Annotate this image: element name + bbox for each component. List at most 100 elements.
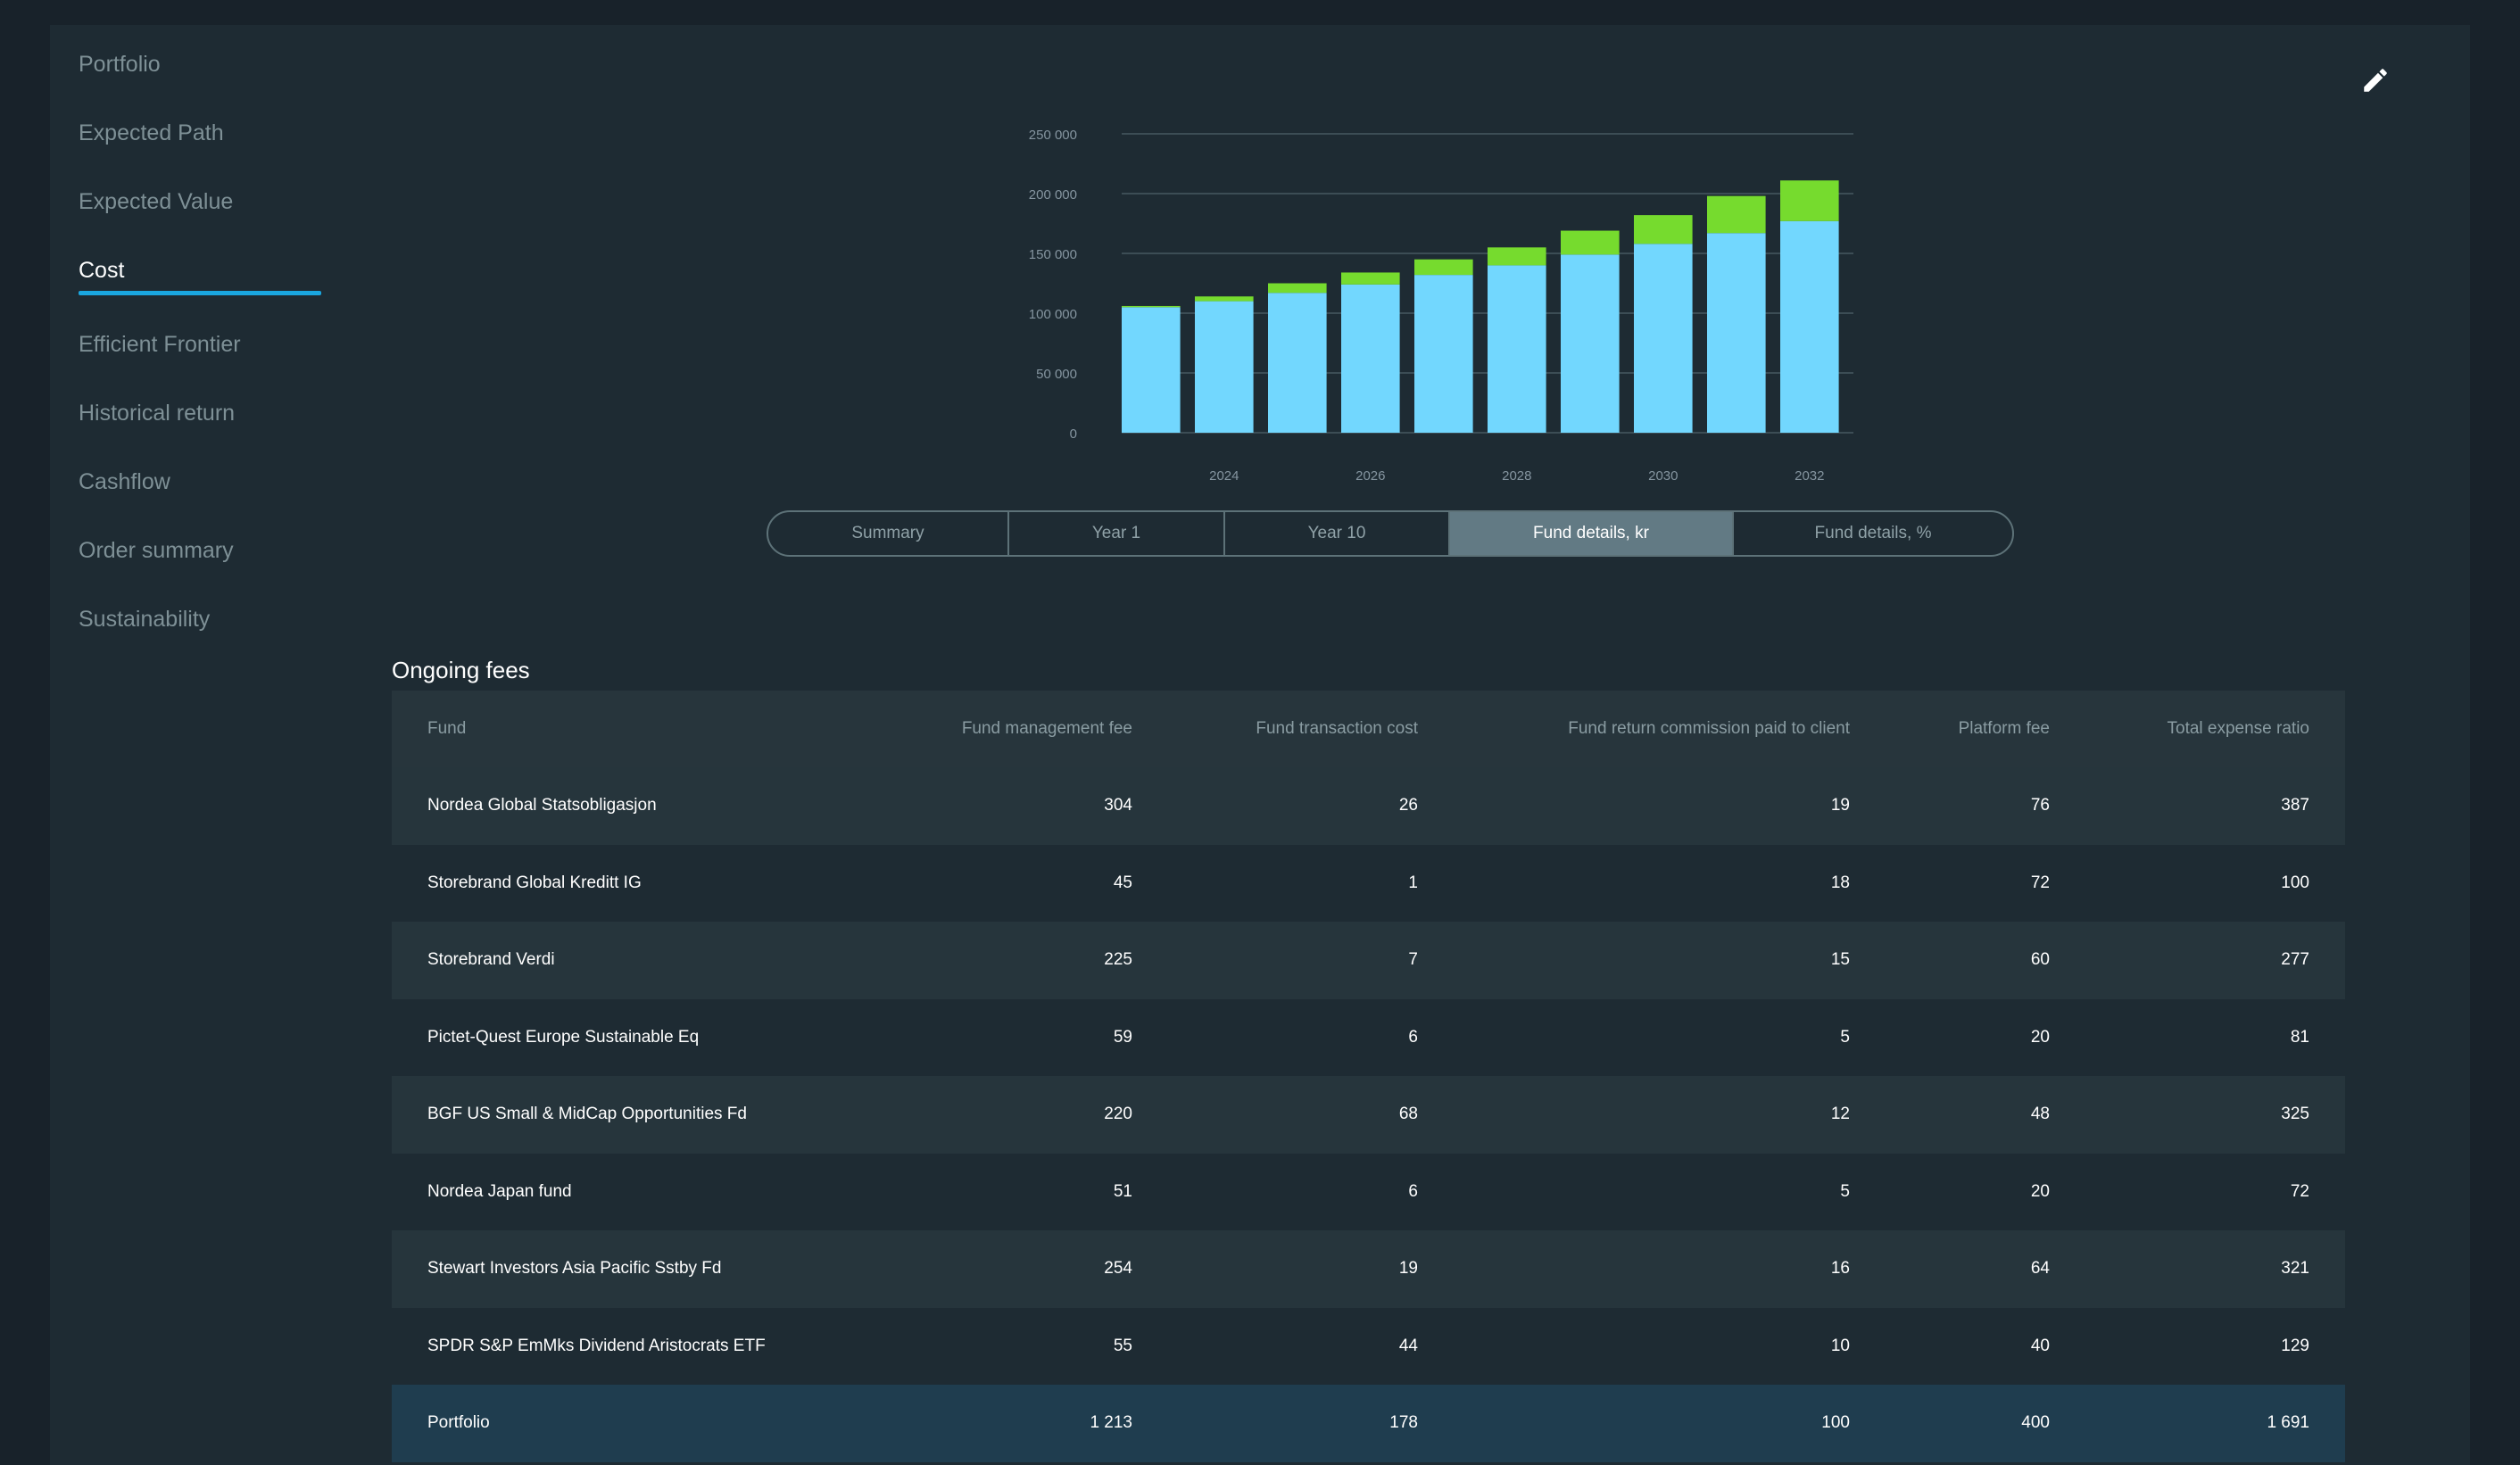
tab-year-10[interactable]: Year 10 [1225,512,1450,555]
fee-value-cell: 304 [891,767,1168,845]
bar-2023-series-0 [1122,307,1181,433]
bar-2031-series-1 [1707,195,1766,234]
sidebar-item-expected-path[interactable]: Expected Path [79,120,224,145]
sidebar-item-efficient-frontier[interactable]: Efficient Frontier [79,332,241,357]
column-header: Fund [392,691,891,767]
bar-2030-series-0 [1634,244,1693,433]
cost-chart: 0 50 000 100 000 150 000 200 000 250 000 2024 2… [942,96,1906,507]
table-row: Storebrand Verdi 225 7 15 60 277 [392,922,2345,999]
fund-name-cell: Stewart Investors Asia Pacific Sstby Fd [392,1230,891,1308]
fee-value-cell: 72 [2085,1153,2345,1230]
table-header-row: Fund Fund management fee Fund transactio… [392,691,2345,767]
bar-2028-series-1 [1488,247,1546,266]
fee-value-cell: 400 [1886,1385,2085,1462]
x-tick-label: 2032 [1795,468,1824,484]
bar-2026-series-0 [1341,284,1400,433]
y-tick-label: 0 [1070,426,1077,442]
fund-name-cell: BGF US Small & MidCap Opportunities Fd [392,1076,891,1154]
y-tick-label: 150 000 [1029,247,1077,262]
fee-value-cell: 178 [1168,1385,1454,1462]
fee-value-cell: 20 [1886,998,2085,1076]
x-tick-label: 2030 [1648,468,1678,484]
table-row: BGF US Small & MidCap Opportunities Fd 22… [392,1076,2345,1154]
fee-value-cell: 5 [1454,1153,1886,1230]
fee-value-cell: 1 [1168,844,1454,922]
fee-value-cell: 7 [1168,922,1454,999]
fund-name-cell: Nordea Japan fund [392,1153,891,1230]
sidebar-item-order-summary[interactable]: Order summary [79,538,234,563]
column-header: Total expense ratio [2085,691,2345,767]
bar-2026-series-1 [1341,272,1400,285]
fee-value-cell: 10 [1454,1307,1886,1385]
sidebar-item-sustainability[interactable]: Sustainability [79,607,211,632]
fees-table: Fund Fund management fee Fund transactio… [392,691,2345,1462]
fee-value-cell: 15 [1454,922,1886,999]
column-header: Fund return commission paid to client [1454,691,1886,767]
bar-2029-series-0 [1561,254,1620,433]
fee-value-cell: 59 [891,998,1168,1076]
fee-value-cell: 12 [1454,1076,1886,1154]
x-tick-label: 2028 [1502,468,1531,484]
fee-value-cell: 277 [2085,922,2345,999]
bar-2029-series-1 [1561,230,1620,255]
y-tick-label: 250 000 [1029,128,1077,143]
fee-value-cell: 18 [1454,844,1886,922]
bar-2031-series-0 [1707,233,1766,433]
sidebar-item-cost[interactable]: Cost [79,258,125,283]
bar-2030-series-1 [1634,215,1693,244]
fee-value-cell: 387 [2085,767,2345,845]
x-tick-label: 2026 [1355,468,1385,484]
fee-value-cell: 254 [891,1230,1168,1308]
tab-summary[interactable]: Summary [768,512,1009,555]
tab-year-1[interactable]: Year 1 [1009,512,1225,555]
fee-value-cell: 6 [1168,1153,1454,1230]
table-row: Pictet-Quest Europe Sustainable Eq 59 6 5 20… [392,998,2345,1076]
sidebar-item-cashflow[interactable]: Cashflow [79,469,170,494]
fund-name-cell: SPDR S&P EmMks Dividend Aristocrats ETF [392,1307,891,1385]
table-row: Nordea Japan fund 51 6 5 20 72 [392,1153,2345,1230]
fee-value-cell: 44 [1168,1307,1454,1385]
bar-2024-series-0 [1195,301,1254,433]
y-tick-label: 200 000 [1029,187,1077,203]
fee-value-cell: 72 [1886,844,2085,922]
fee-value-cell: 325 [2085,1076,2345,1154]
fee-value-cell: 68 [1168,1076,1454,1154]
bar-2032-series-1 [1780,180,1839,221]
fee-value-cell: 40 [1886,1307,2085,1385]
bar-2024-series-1 [1195,296,1254,302]
bar-2032-series-0 [1780,220,1839,433]
view-tabs: Summary Year 1 Year 10 Fund details, kr … [767,510,2014,557]
tab-fund-details-kr[interactable]: Fund details, kr [1450,512,1734,555]
main-panel: Portfolio Expected Path Expected Value C… [50,25,2470,1465]
column-header: Fund management fee [891,691,1168,767]
fee-value-cell: 1 213 [891,1385,1168,1462]
sidebar-item-historical-return[interactable]: Historical return [79,401,236,426]
fee-value-cell: 64 [1886,1230,2085,1308]
fee-value-cell: 81 [2085,998,2345,1076]
fund-name-cell: Storebrand Global Kreditt IG [392,844,891,922]
fee-value-cell: 129 [2085,1307,2345,1385]
bar-2028-series-0 [1488,265,1546,433]
fee-value-cell: 16 [1454,1230,1886,1308]
fee-value-cell: 5 [1454,998,1886,1076]
sidebar-item-expected-value[interactable]: Expected Value [79,189,234,214]
fee-value-cell: 45 [891,844,1168,922]
fee-value-cell: 60 [1886,922,2085,999]
fee-value-cell: 225 [891,922,1168,999]
y-tick-label: 50 000 [1036,367,1077,382]
table-row: Nordea Global Statsobligasjon 304 26 19 76 38… [392,767,2345,845]
fee-value-cell: 100 [1454,1385,1886,1462]
section-title: Ongoing fees [392,657,530,683]
sidebar: Portfolio Expected Path Expected Value C… [50,25,389,1465]
tab-fund-details-percent[interactable]: Fund details, % [1814,524,1932,542]
fee-value-cell: 76 [1886,767,2085,845]
sidebar-item-portfolio[interactable]: Portfolio [79,52,161,77]
edit-button[interactable] [2350,55,2400,105]
fee-value-cell: 51 [891,1153,1168,1230]
fee-value-cell: 48 [1886,1076,2085,1154]
x-tick-label: 2024 [1209,468,1239,484]
table-total-row: Portfolio 1 213 178 100 400 1 691 [392,1385,2345,1462]
fee-value-cell: 321 [2085,1230,2345,1308]
fee-value-cell: 100 [2085,844,2345,922]
column-header: Fund transaction cost [1168,691,1454,767]
